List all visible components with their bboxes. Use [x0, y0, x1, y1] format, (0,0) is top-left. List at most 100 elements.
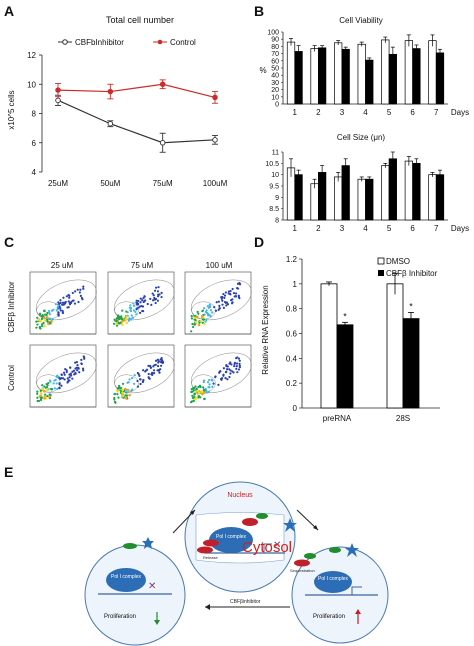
- flow-plot-frame: [184, 344, 252, 408]
- flow-event-dot: [38, 326, 41, 329]
- flow-row-label-control: Control: [7, 365, 16, 391]
- flow-event-dot-dense: [193, 316, 196, 320]
- flow-event-dot: [203, 307, 206, 310]
- flow-event-dot: [44, 313, 47, 316]
- flow-event-dot: [221, 295, 224, 299]
- flow-event-dot: [206, 305, 209, 308]
- flow-event-dot: [70, 374, 73, 377]
- flow-event-dot: [128, 378, 131, 381]
- chart-b1-ytick-label: 10: [271, 94, 279, 101]
- flow-event-dot: [208, 378, 211, 382]
- flow-event-dot: [121, 309, 124, 312]
- flow-event-dot-dense: [125, 394, 129, 397]
- flow-event-dot: [159, 368, 162, 371]
- flow-plot: [107, 271, 175, 335]
- flow-event-dot: [160, 291, 163, 294]
- flow-event-dot: [61, 301, 65, 304]
- flow-event-dot-dense: [193, 397, 197, 401]
- chart-b1-bar: [428, 40, 437, 105]
- down-arrow-head: [154, 620, 160, 625]
- flow-event-dot: [143, 295, 146, 298]
- flow-event-dot: [225, 365, 228, 368]
- flow-event-dot: [236, 371, 239, 374]
- flow-event-dot: [141, 305, 145, 308]
- cell-left-circle: [84, 544, 186, 646]
- flow-event-dot: [125, 310, 128, 313]
- flow-event-dot-dense: [43, 396, 46, 400]
- flow-event-dot-dense: [45, 318, 49, 322]
- flow-event-dot-dense: [201, 314, 204, 318]
- chart-d-legend: DMSO CBFβ Inhibitor: [377, 257, 438, 278]
- flow-event-dot-dense: [195, 315, 199, 319]
- flow-event-dot: [221, 303, 224, 306]
- chart-b1-bar: [365, 59, 374, 105]
- promoter-arrow-top: [263, 543, 272, 553]
- cbfb-top: [256, 513, 268, 519]
- flow-event-dot-dense: [49, 321, 52, 325]
- flow-event-dot: [231, 301, 234, 304]
- flow-event-dot: [129, 304, 132, 307]
- flow-event-dot-dense: [128, 393, 131, 397]
- flow-event-dot: [74, 361, 77, 364]
- flow-event-dot: [57, 301, 60, 304]
- pol-complex-right-label: Pol I complex: [318, 576, 349, 582]
- flow-col-label-100: 100 uM: [206, 261, 233, 270]
- flow-event-dot: [82, 287, 85, 290]
- flow-event-dot: [152, 294, 155, 297]
- flow-event-dot: [74, 371, 77, 374]
- flow-event-dot: [113, 400, 117, 403]
- chart-b2-bar: [388, 158, 397, 221]
- flow-event-dot: [192, 325, 195, 329]
- flow-event-dot: [58, 305, 61, 308]
- legend-label-control: Control: [170, 38, 196, 47]
- flow-event-dot: [63, 378, 66, 381]
- flow-event-dot: [230, 363, 233, 366]
- flow-event-dot: [233, 364, 236, 368]
- chart-b2-bar: [334, 176, 343, 221]
- flow-event-dot-dense: [203, 397, 206, 401]
- flow-event-dot: [68, 379, 71, 382]
- flow-event-dot-dense: [114, 322, 118, 326]
- flow-event-dot: [65, 369, 68, 372]
- chart-b2-xtick-label: 6: [410, 224, 415, 233]
- flow-event-dot: [113, 392, 117, 395]
- chart-b1-ytick-label: 100: [267, 30, 279, 37]
- chart-b2-xtick-label: 1: [293, 224, 298, 233]
- flow-event-dot-dense: [120, 317, 123, 321]
- flow-plot: [29, 271, 97, 335]
- flow-event-dot: [208, 304, 211, 307]
- flow-event-dot: [136, 385, 140, 388]
- flow-event-dot: [57, 314, 60, 317]
- flow-event-dot: [139, 301, 142, 304]
- flow-plot: [29, 344, 97, 408]
- chart-b1-xtick-label: 4: [363, 108, 368, 117]
- flow-event-dot: [66, 377, 69, 380]
- cytosol-label: Cytosol: [242, 539, 292, 556]
- flow-event-dot: [113, 398, 116, 401]
- flow-event-dot: [147, 364, 150, 367]
- flow-event-dot-dense: [203, 322, 206, 326]
- legend-swatch-inhibitor: [378, 270, 384, 276]
- flow-event-dot: [41, 384, 44, 387]
- pol-complex-left: [106, 568, 146, 592]
- flow-event-dot: [65, 295, 68, 298]
- flow-event-dot: [78, 291, 81, 294]
- cbfb-seq-1: [304, 553, 316, 559]
- flow-event-dot: [210, 378, 213, 381]
- legend-label-inhibitor: CBFbInhibitor: [75, 38, 124, 47]
- flow-event-dot-dense: [196, 389, 199, 393]
- flow-event-dot: [119, 389, 122, 392]
- flow-event-dot: [146, 302, 149, 306]
- star-icon-right: [345, 543, 359, 557]
- flow-event-dot: [118, 316, 121, 319]
- flow-event-dot: [57, 311, 60, 314]
- flow-event-dot: [152, 299, 155, 302]
- flow-event-dot: [189, 401, 193, 404]
- flow-event-dot: [132, 309, 136, 312]
- flow-event-dot: [135, 313, 138, 316]
- flow-event-dot-dense: [43, 389, 46, 393]
- flow-event-dot: [129, 308, 132, 312]
- chart-a-title: Total cell number: [106, 15, 174, 25]
- flow-event-dot: [42, 321, 45, 325]
